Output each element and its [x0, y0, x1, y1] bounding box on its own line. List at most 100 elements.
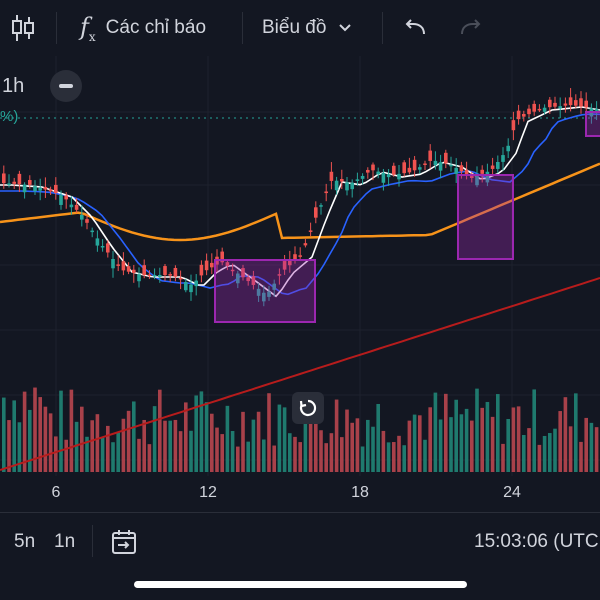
volume-bar	[236, 446, 240, 472]
volume-bar	[204, 402, 209, 472]
candle-body	[402, 162, 406, 174]
price-chart[interactable]	[0, 56, 600, 476]
candle-body	[2, 173, 6, 184]
candle-body	[449, 164, 453, 167]
candle-body	[22, 184, 27, 193]
candle-body	[277, 274, 282, 276]
candle-body	[121, 261, 126, 271]
volume-bar	[28, 409, 32, 472]
volume-bar	[277, 404, 282, 472]
candle-body	[376, 171, 380, 175]
collapse-legend-button[interactable]	[50, 70, 82, 102]
candle-body	[225, 262, 230, 267]
volume-bar	[584, 417, 588, 472]
candle-body	[470, 175, 474, 178]
candle-body	[251, 276, 256, 285]
candle-body	[64, 195, 68, 200]
volume-bar	[199, 391, 204, 472]
candle-body	[381, 172, 386, 183]
candle-body	[48, 189, 53, 192]
highlight-box	[585, 111, 600, 137]
candle-body	[371, 164, 375, 171]
undo-icon	[405, 19, 425, 35]
candle-body	[116, 264, 120, 266]
candle-body	[189, 284, 193, 293]
toolbar-divider	[382, 12, 383, 44]
volume-bar	[418, 415, 422, 472]
candle-body	[355, 179, 360, 181]
volume-bar	[303, 414, 308, 472]
volume-bar	[402, 445, 406, 472]
candle-body	[7, 183, 11, 185]
candle-body	[111, 259, 115, 269]
candle-body	[230, 269, 235, 272]
candle-body	[236, 273, 240, 284]
candle-body	[210, 262, 214, 268]
volume-bar	[428, 407, 432, 472]
go-to-date-button[interactable]	[110, 513, 138, 571]
range-5d-button[interactable]: 5n	[14, 531, 36, 552]
volume-bar	[371, 426, 375, 472]
volume-bar	[475, 388, 479, 472]
reset-chart-button[interactable]	[292, 392, 324, 424]
candle-body	[173, 267, 178, 277]
home-indicator[interactable]	[134, 581, 467, 588]
volume-bar	[345, 409, 349, 472]
bottom-divider	[92, 525, 93, 557]
volume-bar	[230, 430, 235, 472]
range-1d-button[interactable]: 1n	[54, 531, 76, 552]
candle-body	[459, 165, 464, 172]
volume-bar	[480, 407, 484, 472]
candle-body	[454, 167, 458, 174]
candle-body	[397, 173, 401, 180]
volume-bar	[293, 436, 297, 472]
candles-icon[interactable]	[10, 0, 36, 56]
candle-body	[511, 120, 516, 131]
volume-bar	[579, 441, 583, 472]
candle-body	[38, 187, 42, 191]
candle-body	[433, 160, 438, 166]
volume-bar	[574, 393, 578, 472]
volume-bar	[340, 437, 344, 472]
volume-bar	[470, 420, 474, 472]
candle-body	[184, 282, 188, 291]
chart-type-button[interactable]: Biểu đồ	[262, 0, 352, 56]
indicators-button[interactable]: fx Các chỉ báo	[80, 0, 206, 56]
interval-label[interactable]: 1h	[2, 75, 25, 97]
candle-body	[366, 169, 370, 173]
candle-body	[324, 191, 328, 194]
candle-body	[267, 291, 271, 297]
volume-bar	[272, 445, 276, 472]
ma-orange-line	[0, 162, 600, 242]
candle-body	[100, 246, 105, 248]
volume-bar	[423, 439, 427, 472]
candle-body	[246, 277, 250, 282]
volume-bar	[537, 444, 542, 472]
candle-body	[69, 204, 74, 208]
undo-button[interactable]	[404, 0, 428, 56]
volume-bar	[542, 435, 547, 472]
candle-body	[168, 274, 172, 276]
volume-bar	[80, 406, 84, 472]
volume-bar	[85, 436, 89, 472]
candle-body	[386, 174, 391, 178]
candle-body	[334, 180, 339, 191]
candle-body	[537, 108, 542, 111]
clock-time[interactable]: 15:03:06 (UTC	[474, 531, 599, 552]
redo-button[interactable]	[458, 0, 482, 56]
candle-body	[412, 159, 417, 171]
candle-body	[282, 260, 287, 270]
candle-body	[85, 219, 89, 223]
volume-bar	[210, 413, 214, 472]
volume-bar	[12, 400, 16, 472]
volume-bar	[121, 418, 126, 472]
volume-bar	[334, 399, 339, 472]
volume-bar	[256, 411, 261, 472]
candle-body	[308, 230, 313, 232]
volume-bar	[501, 443, 505, 472]
candle-body	[558, 106, 562, 109]
volume-bar	[132, 401, 136, 472]
candle-body	[204, 260, 209, 271]
volume-bar	[490, 416, 495, 472]
volume-bar	[173, 419, 178, 472]
